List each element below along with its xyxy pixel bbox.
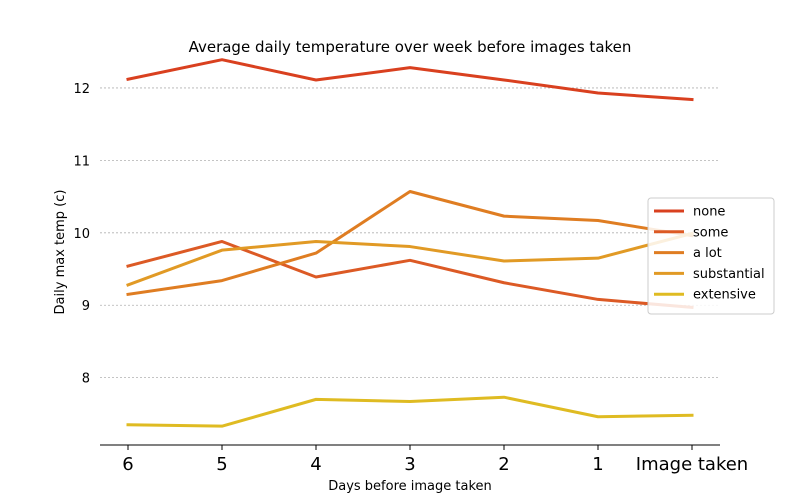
x-axis-label: Days before image taken [328, 479, 492, 494]
series-line-none [126, 58, 694, 102]
x-tick-label: 6 [122, 454, 133, 475]
y-axis-label: Daily max temp (c) [53, 190, 68, 315]
legend-label: some [693, 225, 728, 240]
x-tick-label: 1 [592, 454, 603, 475]
x-tick-label: Image taken [636, 454, 748, 475]
y-tick-label: 11 [73, 154, 90, 169]
grid-lines [100, 87, 720, 379]
series-line-some [126, 239, 694, 310]
legend-label: substantial [693, 267, 765, 282]
legend-label: a lot [693, 246, 722, 261]
series-line-a-lot [126, 190, 694, 297]
legend-box [647, 197, 775, 315]
legend-label: none [693, 205, 725, 220]
legend-label: extensive [693, 288, 756, 303]
legend: none some a lot substantial extensive [647, 197, 775, 315]
x-tick-label: 4 [310, 454, 321, 475]
y-tick-label: 10 [73, 227, 90, 242]
series-lines [126, 58, 694, 428]
series-line-extensive [126, 395, 694, 428]
y-axis-ticks: 8 9 10 11 12 [73, 82, 90, 387]
x-tick-label: 5 [216, 454, 227, 475]
x-tick-label: 2 [498, 454, 509, 475]
x-axis-ticks: 6 5 4 3 2 1 Image taken [122, 445, 748, 475]
y-tick-label: 8 [82, 372, 90, 387]
x-tick-label: 3 [404, 454, 415, 475]
y-tick-label: 9 [82, 299, 90, 314]
y-tick-label: 12 [73, 82, 90, 97]
chart-title: Average daily temperature over week befo… [189, 38, 632, 56]
series-line-substantial [126, 231, 694, 287]
